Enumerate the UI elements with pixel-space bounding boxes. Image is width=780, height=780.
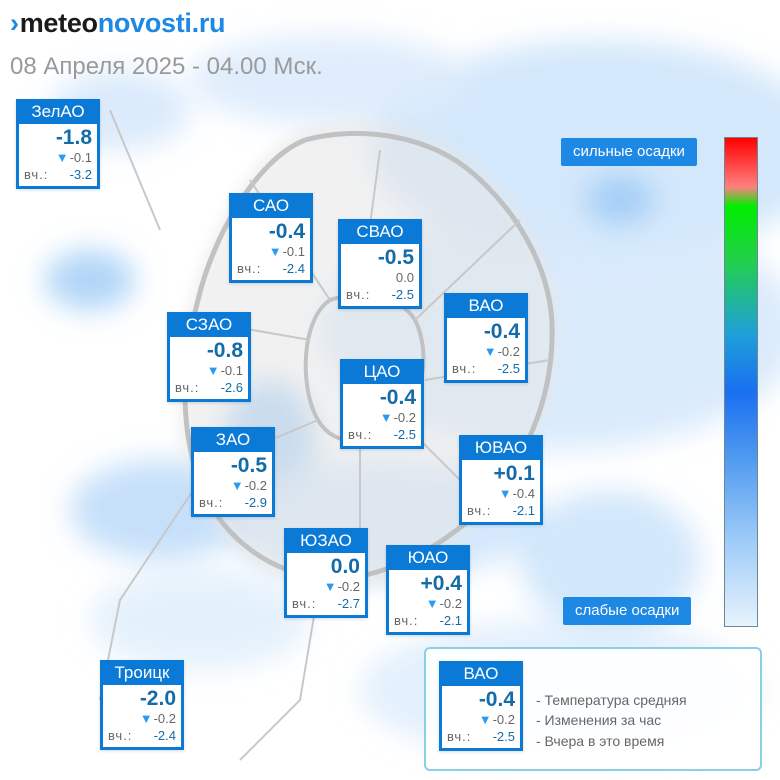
yesterday-label: вч.: [199, 495, 224, 510]
site-logo[interactable]: ›meteonovosti.ru [10, 8, 226, 39]
district-temperature: -0.4 [379, 386, 416, 409]
yesterday-label: вч.: [348, 427, 373, 442]
district-card-szao[interactable]: СЗАО -0.8 ▼-0.1 вч.: -2.6 [167, 312, 251, 402]
district-card-vao[interactable]: ВАО -0.4 ▼-0.2 вч.: -2.5 [444, 293, 528, 383]
district-name: ЮЗАО [284, 528, 368, 553]
district-name: Троицк [100, 660, 184, 685]
yesterday-label: вч.: [452, 361, 477, 376]
yesterday-label: вч.: [447, 729, 472, 744]
district-yesterday: -2.5 [391, 287, 414, 302]
district-yesterday: -2.4 [153, 728, 176, 743]
district-temperature: 0.0 [330, 555, 360, 578]
district-change: -0.1 [282, 244, 305, 259]
district-card-yuzao[interactable]: ЮЗАО 0.0 ▼-0.2 вч.: -2.7 [284, 528, 368, 618]
legend-sample-card: ВАО -0.4 ▼-0.2 вч.: -2.5 [439, 661, 523, 751]
district-name: СЗАО [167, 312, 251, 337]
district-change: -0.2 [244, 478, 267, 493]
district-change: -0.1 [220, 363, 243, 378]
district-name: ЗАО [191, 427, 275, 452]
district-yesterday: -2.5 [497, 361, 520, 376]
district-name: ЗелАО [16, 99, 100, 124]
district-name: ВАО [444, 293, 528, 318]
district-yesterday: -2.5 [393, 427, 416, 442]
district-temperature: -0.5 [377, 246, 414, 269]
district-card-yuvao[interactable]: ЮВАО +0.1 ▼-0.4 вч.: -2.1 [459, 435, 543, 525]
legend-sample-temperature: -0.4 [478, 688, 515, 711]
logo-chevron-icon: › [10, 8, 19, 38]
district-name: САО [229, 193, 313, 218]
precipitation-color-scale [724, 137, 758, 627]
district-change: -0.1 [69, 150, 92, 165]
district-change: -0.2 [337, 579, 360, 594]
district-yesterday: -2.1 [439, 613, 462, 628]
district-yesterday: -3.2 [69, 167, 92, 182]
yesterday-label: вч.: [108, 728, 133, 743]
district-yesterday: -2.9 [244, 495, 267, 510]
yesterday-label: вч.: [467, 503, 492, 518]
district-yesterday: -2.4 [282, 261, 305, 276]
district-name: ЦАО [340, 359, 424, 384]
legend-line-hourly-change: - Изменения за час [536, 712, 662, 728]
yesterday-label: вч.: [237, 261, 262, 276]
logo-part-meteo: meteo [19, 8, 98, 38]
district-yesterday: -2.7 [337, 596, 360, 611]
district-name: ЮВАО [459, 435, 543, 460]
district-temperature: +0.1 [493, 462, 535, 485]
down-triangle-icon: ▼ [268, 244, 282, 259]
legend-line-yesterday: - Вчера в это время [536, 733, 665, 749]
down-triangle-icon: ▼ [498, 486, 512, 501]
district-card-sao[interactable]: САО -0.4 ▼-0.1 вч.: -2.4 [229, 193, 313, 283]
down-triangle-icon: ▼ [483, 344, 497, 359]
district-temperature: -1.8 [55, 126, 92, 149]
legend-sample-yesterday: -2.5 [492, 729, 515, 744]
legend-sample-name: ВАО [439, 661, 523, 686]
legend-box: ВАО -0.4 ▼-0.2 вч.: -2.5 - Температура ср… [424, 647, 762, 771]
logo-part-domain: novosti.ru [97, 8, 226, 38]
district-card-zao[interactable]: ЗАО -0.5 ▼-0.2 вч.: -2.9 [191, 427, 275, 517]
district-name: СВАО [338, 219, 422, 244]
district-card-zelao[interactable]: ЗелАО -1.8 ▼-0.1 вч.: -3.2 [16, 99, 100, 189]
down-triangle-icon: ▼ [379, 410, 393, 425]
district-temperature: -2.0 [139, 687, 176, 710]
down-triangle-icon: ▼ [139, 711, 153, 726]
yesterday-label: вч.: [175, 380, 200, 395]
district-card-cao[interactable]: ЦАО -0.4 ▼-0.2 вч.: -2.5 [340, 359, 424, 449]
district-temperature: -0.4 [268, 220, 305, 243]
district-change: -0.2 [153, 711, 176, 726]
district-change: -0.2 [497, 344, 520, 359]
district-temperature: -0.8 [206, 339, 243, 362]
down-triangle-icon: ▼ [55, 150, 69, 165]
down-triangle-icon: ▼ [206, 363, 220, 378]
down-triangle-icon: ▼ [323, 579, 337, 594]
district-card-troick[interactable]: Троицк -2.0 ▼-0.2 вч.: -2.4 [100, 660, 184, 750]
district-yesterday: -2.6 [220, 380, 243, 395]
district-name: ЮАО [386, 545, 470, 570]
district-change: 0.0 [395, 270, 414, 285]
down-triangle-icon: ▼ [425, 596, 439, 611]
legend-sample-change: -0.2 [492, 712, 515, 727]
district-change: -0.2 [393, 410, 416, 425]
district-card-svao[interactable]: СВАО -0.5 0.0 вч.: -2.5 [338, 219, 422, 309]
down-triangle-icon: ▼ [230, 478, 244, 493]
scale-label-low: слабые осадки [563, 597, 692, 625]
district-card-yuao[interactable]: ЮАО +0.4 ▼-0.2 вч.: -2.1 [386, 545, 470, 635]
district-temperature: -0.5 [230, 454, 267, 477]
forecast-date: 08 Апреля 2025 - 04.00 Мск. [10, 53, 323, 80]
legend-line-average: - Температура средняя [536, 692, 687, 708]
yesterday-label: вч.: [394, 613, 419, 628]
yesterday-label: вч.: [24, 167, 49, 182]
down-triangle-icon: ▼ [478, 712, 492, 727]
yesterday-label: вч.: [346, 287, 371, 302]
district-change: -0.2 [439, 596, 462, 611]
district-temperature: -0.4 [483, 320, 520, 343]
scale-label-high: сильные осадки [561, 138, 697, 166]
district-temperature: +0.4 [420, 572, 462, 595]
district-change: -0.4 [512, 486, 535, 501]
district-yesterday: -2.1 [512, 503, 535, 518]
yesterday-label: вч.: [292, 596, 317, 611]
